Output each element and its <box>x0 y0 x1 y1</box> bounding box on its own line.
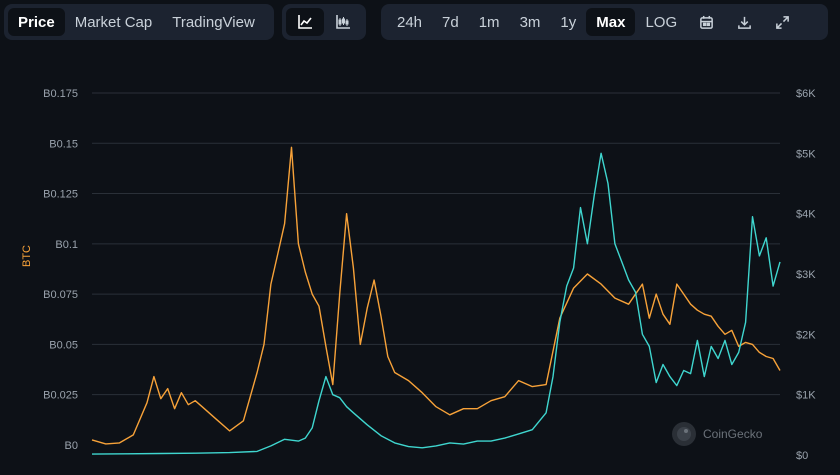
calendar-icon <box>699 15 714 30</box>
range-1y[interactable]: 1y <box>560 13 577 31</box>
left-tick-label: B0.1 <box>55 239 78 251</box>
right-tick-label: $2K <box>796 329 816 341</box>
range-7d[interactable]: 7d <box>442 13 459 31</box>
tab-tradingview[interactable]: TradingView <box>172 13 255 31</box>
right-tick-label: $3K <box>796 269 816 281</box>
left-tick-label: B0.05 <box>49 339 78 351</box>
left-tick-label: B0.075 <box>43 289 78 301</box>
range-3m[interactable]: 3m <box>519 13 541 31</box>
log-scale-toggle[interactable]: LOG <box>645 13 678 31</box>
left-tick-label: B0.125 <box>43 189 78 201</box>
right-tick-label: $1K <box>796 390 816 402</box>
candlestick-chart-button[interactable] <box>324 8 362 36</box>
right-axis-ticks: $0 $1K $2K $3K $4K $5K $6K <box>796 88 816 462</box>
range-1m[interactable]: 1m <box>478 13 500 31</box>
date-range-button[interactable] <box>687 8 725 36</box>
left-tick-label: B0.175 <box>43 88 78 100</box>
watermark-text: CoinGecko <box>703 427 763 441</box>
download-button[interactable] <box>725 8 763 36</box>
range-selector: 24h 7d 1m 3m 1y Max LOG <box>381 4 828 40</box>
series-line-btc <box>91 146 781 445</box>
left-tick-label: B0 <box>65 440 78 452</box>
left-tick-label: B0.15 <box>49 138 78 150</box>
range-24h[interactable]: 24h <box>397 13 423 31</box>
left-axis-ticks: B0 B0.025 B0.05 B0.075 B0.1 B0.125 B0.15 B0.175 <box>43 88 78 452</box>
range-max[interactable]: Max <box>586 8 636 36</box>
candlestick-chart-icon <box>335 14 351 30</box>
view-tabs: Price Market Cap TradingView <box>4 4 274 40</box>
left-tick-label: B0.025 <box>43 390 78 402</box>
series-line-usd <box>91 152 781 455</box>
right-tick-label: $0 <box>796 450 808 462</box>
tab-price[interactable]: Price <box>8 8 65 36</box>
tab-market-cap[interactable]: Market Cap <box>74 13 153 31</box>
right-tick-label: $5K <box>796 148 816 160</box>
coingecko-logo-icon <box>672 422 696 446</box>
download-icon <box>737 15 752 30</box>
right-tick-label: $6K <box>796 88 816 100</box>
right-tick-label: $4K <box>796 209 816 221</box>
line-chart-icon <box>297 14 313 30</box>
expand-icon <box>775 15 790 30</box>
fullscreen-button[interactable] <box>763 8 801 36</box>
chart-grid <box>92 92 780 396</box>
series-layer <box>91 146 781 455</box>
chart-style-toggle <box>282 4 366 40</box>
coingecko-watermark: CoinGecko <box>672 422 763 446</box>
line-chart-button[interactable] <box>286 8 324 36</box>
y-axis-label-left: BTC <box>21 245 33 267</box>
